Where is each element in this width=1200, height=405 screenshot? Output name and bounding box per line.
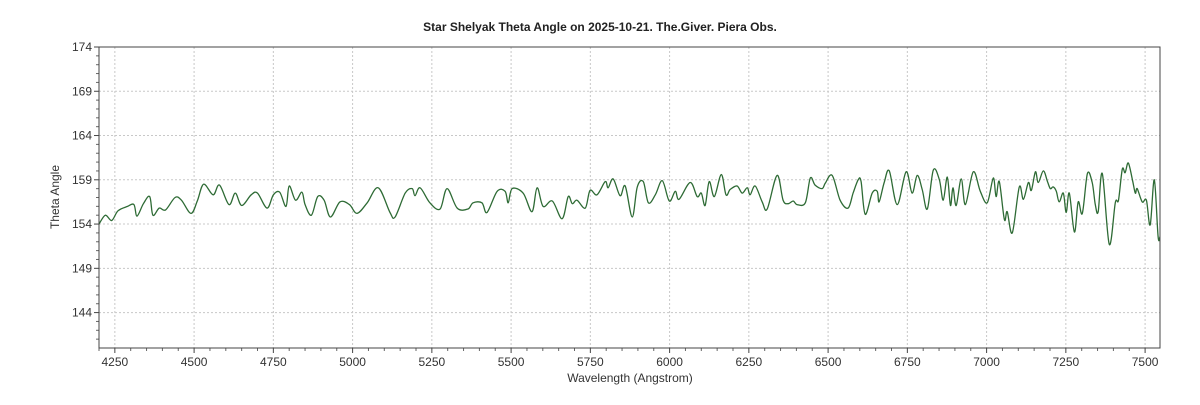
y-tick-label: 159 (72, 173, 92, 187)
x-tick-label: 6500 (815, 355, 842, 369)
x-tick-label: 5250 (418, 355, 445, 369)
x-tick-label: 4500 (181, 355, 208, 369)
series-line (98, 162, 1161, 246)
x-axis-label: Wavelength (Angstrom) (567, 371, 693, 385)
x-tick-label: 7000 (973, 355, 1000, 369)
x-tick-label: 6250 (735, 355, 762, 369)
chart-title: Star Shelyak Theta Angle on 2025-10-21. … (423, 20, 777, 34)
x-tick-label: 5750 (577, 355, 604, 369)
x-tick-label: 4750 (260, 355, 287, 369)
y-tick-label: 164 (72, 129, 92, 143)
y-tick-label: 154 (72, 217, 92, 231)
y-tick-label: 174 (72, 40, 92, 54)
grid (99, 47, 1160, 348)
x-tick-label: 6750 (894, 355, 921, 369)
axis-ticks: 4250 4500 4750 5000 5250 5500 5750 6000 6250 6500… (72, 40, 1159, 369)
x-tick-label: 6000 (656, 355, 683, 369)
x-tick-label: 7250 (1052, 355, 1079, 369)
x-tick-label: 5500 (498, 355, 525, 369)
y-tick-label: 144 (72, 306, 92, 320)
y-axis-label: Theta Angle (48, 165, 62, 229)
y-tick-label: 149 (72, 261, 92, 275)
x-tick-label: 7500 (1132, 355, 1159, 369)
x-tick-label: 5000 (339, 355, 366, 369)
x-tick-label: 4250 (101, 355, 128, 369)
y-tick-label: 169 (72, 84, 92, 98)
plot-frame (98, 46, 1161, 349)
